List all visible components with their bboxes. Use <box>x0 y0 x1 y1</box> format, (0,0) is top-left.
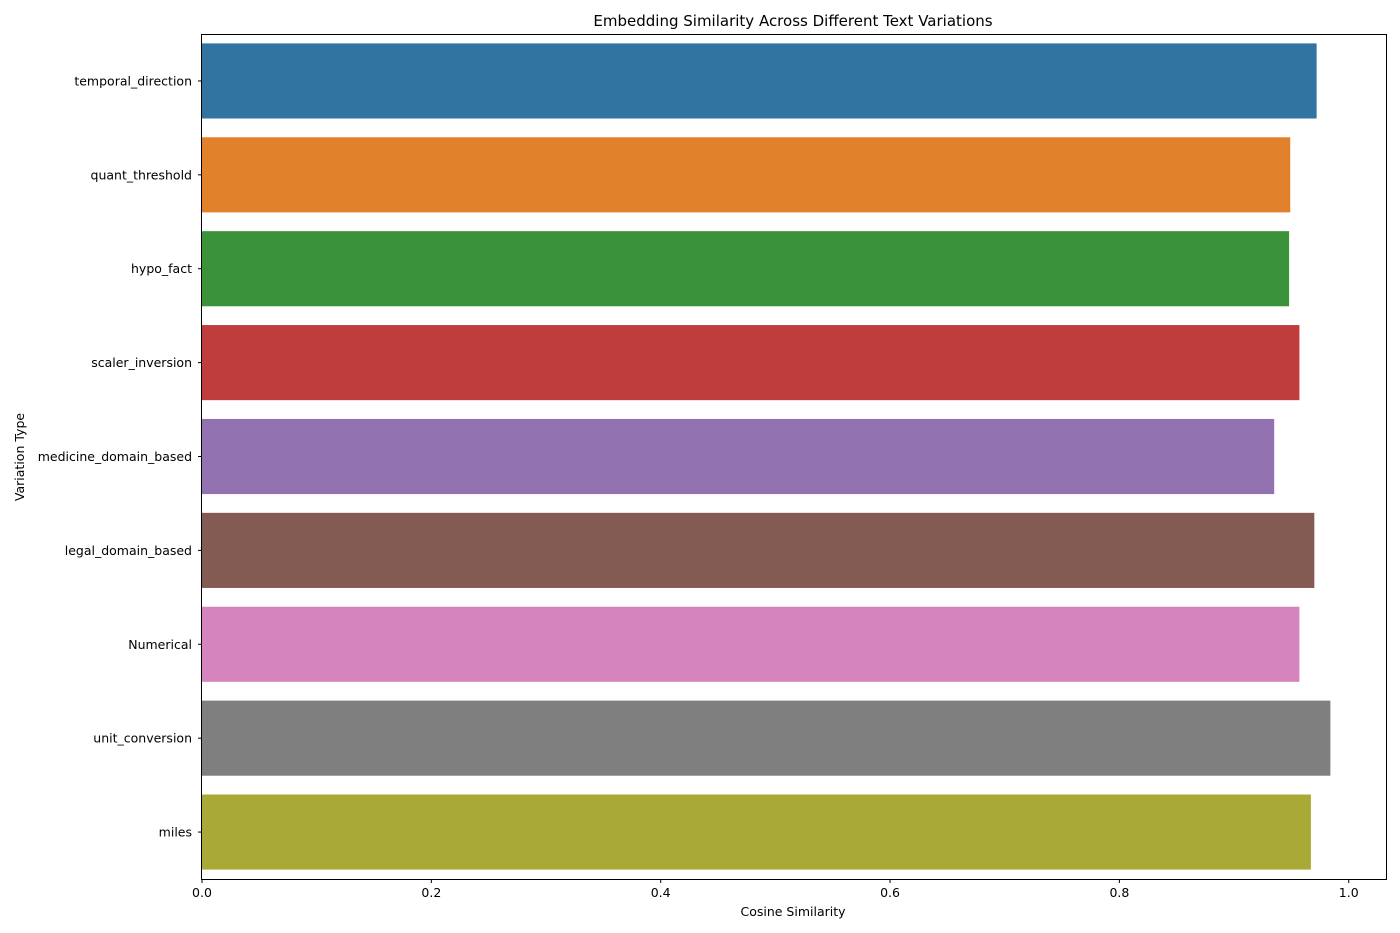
chart-title: Embedding Similarity Across Different Te… <box>593 12 992 30</box>
y-tick-label: medicine_domain_based <box>38 449 192 464</box>
y-tick-label: Numerical <box>128 637 192 652</box>
bar-scaler-inversion <box>202 325 1300 401</box>
x-axis: 0.0 0.2 0.4 0.6 0.8 1.0 <box>192 879 1359 900</box>
bar-legal-domain-based <box>202 512 1315 588</box>
bar-medicine-domain-based <box>202 418 1275 495</box>
y-tick-label: miles <box>159 825 192 840</box>
x-tick-label: 0.0 <box>192 885 212 900</box>
x-axis-label: Cosine Similarity <box>740 904 846 919</box>
bar-unit-conversion <box>202 700 1331 776</box>
y-tick-label: legal_domain_based <box>65 543 192 558</box>
x-tick-label: 0.4 <box>651 885 671 900</box>
y-tick-label: temporal_direction <box>74 73 192 88</box>
x-tick-label: 0.2 <box>421 885 441 900</box>
x-tick-label: 0.6 <box>880 885 900 900</box>
y-tick-label: quant_threshold <box>91 167 192 182</box>
x-tick-label: 0.8 <box>1109 885 1129 900</box>
bar-hypo-fact <box>202 231 1290 307</box>
bars-group <box>202 43 1331 870</box>
y-tick-label: unit_conversion <box>93 731 192 746</box>
y-axis: temporal_direction quant_threshold hypo_fa… <box>38 73 202 840</box>
bar-quant-threshold <box>202 137 1291 213</box>
bar-numerical <box>202 606 1300 682</box>
y-axis-label: Variation Type <box>12 413 27 501</box>
x-tick-label: 1.0 <box>1339 885 1359 900</box>
y-tick-label: scaler_inversion <box>91 355 192 370</box>
bar-temporal-direction <box>202 43 1317 119</box>
bar-miles <box>202 794 1311 870</box>
y-tick-label: hypo_fact <box>131 261 192 276</box>
